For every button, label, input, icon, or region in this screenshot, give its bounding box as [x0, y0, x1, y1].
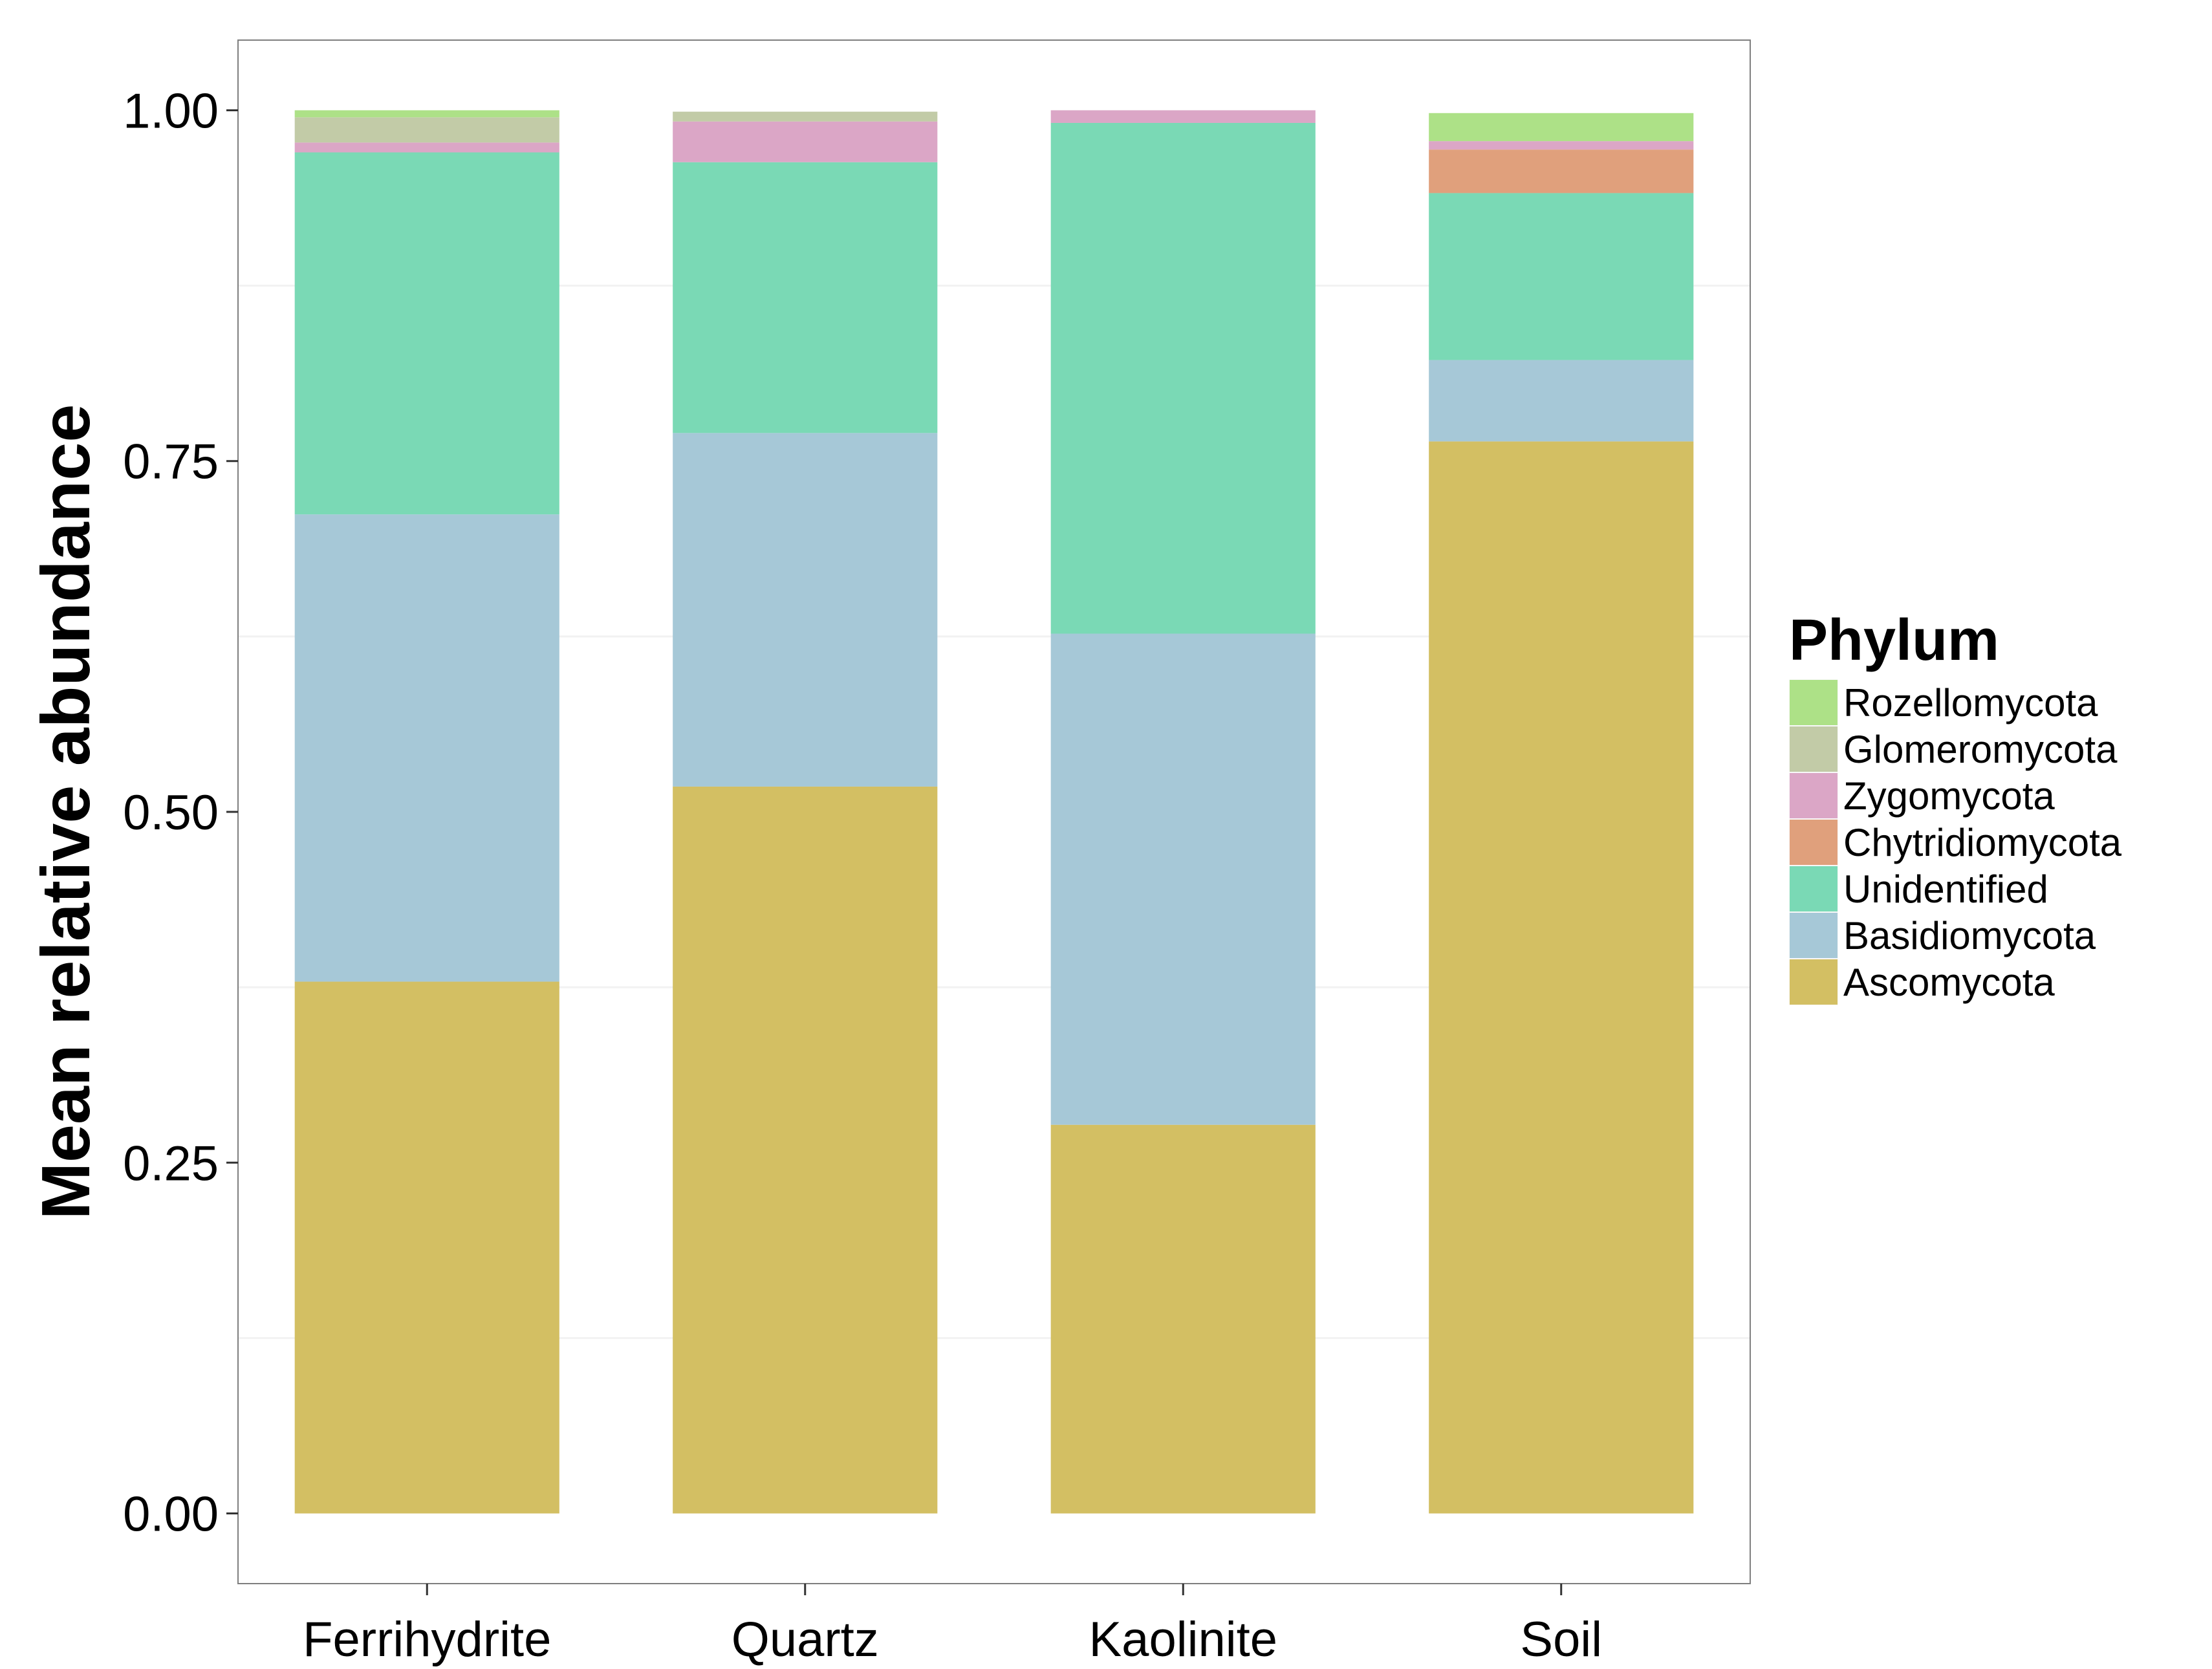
legend-swatch-ascomycota — [1790, 959, 1838, 1005]
legend-label-zygomycota: Zygomycota — [1843, 774, 2055, 818]
x-tick-label-kaolinite: Kaolinite — [1089, 1612, 1277, 1667]
legend-swatch-basidiomycota — [1790, 913, 1838, 958]
legend-label-rozellomycota: Rozellomycota — [1843, 681, 2098, 725]
bar-segment-soil-chytridiomycota — [1429, 149, 1694, 193]
bar-segment-ferrihydrite-zygomycota — [294, 142, 559, 153]
bar-segment-ferrihydrite-ascomycota — [294, 981, 559, 1514]
legend-label-basidiomycota: Basidiomycota — [1843, 914, 2096, 957]
y-tick-label: 0.25 — [123, 1136, 219, 1191]
legend-label-chytridiomycota: Chytridiomycota — [1843, 821, 2122, 864]
legend-label-unidentified: Unidentified — [1843, 867, 2048, 911]
bars-layer — [294, 110, 1694, 1514]
bar-segment-quartz-basidiomycota — [673, 433, 938, 787]
y-tick-label: 0.75 — [123, 435, 219, 490]
bar-segment-soil-rozellomycota — [1429, 113, 1694, 142]
legend-title: Phylum — [1789, 608, 1999, 673]
bar-segment-ferrihydrite-glomeromycota — [294, 117, 559, 143]
x-tick-label-soil: Soil — [1520, 1612, 1602, 1667]
bar-segment-ferrihydrite-unidentified — [294, 152, 559, 515]
bar-segment-quartz-ascomycota — [673, 786, 938, 1514]
legend-swatch-zygomycota — [1790, 773, 1838, 818]
bar-segment-kaolinite-ascomycota — [1050, 1124, 1316, 1514]
legend-swatch-chytridiomycota — [1790, 820, 1838, 865]
bar-segment-quartz-unidentified — [673, 162, 938, 433]
x-tick-label-quartz: Quartz — [732, 1612, 879, 1667]
legend-label-glomeromycota: Glomeromycota — [1843, 728, 2118, 771]
bar-segment-quartz-zygomycota — [673, 121, 938, 162]
bar-segment-ferrihydrite-basidiomycota — [294, 514, 559, 982]
bar-segment-ferrihydrite-rozellomycota — [294, 110, 559, 118]
bar-segment-kaolinite-zygomycota — [1050, 110, 1316, 123]
y-tick-label: 1.00 — [123, 83, 219, 138]
y-tick-label: 0.50 — [123, 785, 219, 840]
bar-segment-soil-ascomycota — [1429, 441, 1694, 1514]
legend-swatch-unidentified — [1790, 866, 1838, 911]
legend-swatch-rozellomycota — [1790, 680, 1838, 725]
bar-segment-quartz-glomeromycota — [673, 111, 938, 122]
legend-label-ascomycota: Ascomycota — [1843, 961, 2055, 1004]
bar-segment-soil-zygomycota — [1429, 141, 1694, 150]
axis-layer: 0.00 0.25 0.50 0.75 1.00 Ferrihydrite Quartz Ka… — [123, 83, 1602, 1667]
y-axis-title: Mean relative abundance — [28, 404, 104, 1220]
bar-segment-kaolinite-unidentified — [1050, 122, 1316, 634]
bar-segment-soil-basidiomycota — [1429, 360, 1694, 442]
legend-swatch-glomeromycota — [1790, 726, 1838, 772]
legend: Phylum RozellomycotaGlomeromycotaZygomyco… — [1788, 608, 2122, 1006]
x-tick-label-ferrihydrite: Ferrihydrite — [303, 1612, 551, 1667]
y-tick-label: 0.00 — [123, 1487, 219, 1542]
bar-segment-soil-unidentified — [1429, 193, 1694, 360]
bar-segment-kaolinite-basidiomycota — [1050, 633, 1316, 1125]
